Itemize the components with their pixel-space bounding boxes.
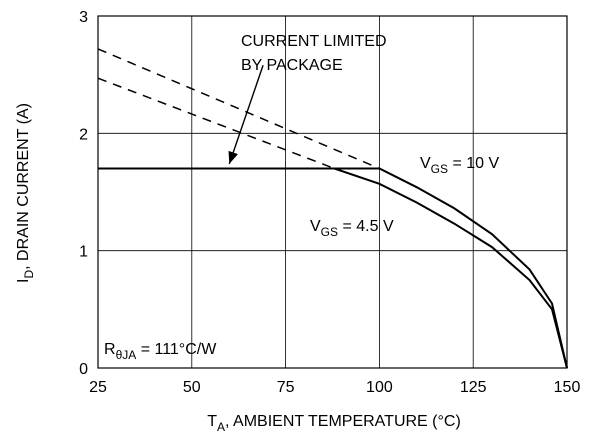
thermal-resistance-label: RθJA = 111°C/W [104,341,217,362]
package-limit-label-line2: BY PACKAGE [241,57,343,74]
dashed-extrapolation-line [97,48,380,170]
series-line [98,167,568,369]
series-label-vgs-4-5v: VGS = 4.5 V [310,218,394,239]
package-limit-label-line1: CURRENT LIMITED [241,33,387,50]
x-tick-label: 25 [89,379,107,396]
plot-frame [97,15,568,369]
y-tick-label: 0 [79,361,88,378]
x-axis-label: TA, AMBIENT TEMPERATURE (°C) [207,413,461,434]
x-tick-label: 75 [277,379,295,396]
dashed-extrapolation-line [97,77,335,170]
y-tick-label: 3 [79,9,88,26]
grid [98,16,567,368]
y-tick-label: 1 [79,244,88,261]
x-tick-label: 100 [366,379,393,396]
x-tick-labels: 25 50 75 100 125 150 [89,379,580,396]
series-line [98,167,568,369]
annotation-arrow-shaft [228,65,264,165]
x-tick-label: 150 [554,379,581,396]
series-label-vgs-10v: VGS = 10 V [420,155,499,176]
arrow-layer [228,65,264,165]
y-axis-label: ID, DRAIN CURRENT (A) [15,103,36,283]
annotation-arrow-head [228,150,238,164]
y-tick-label: 2 [79,126,88,143]
x-tick-label: 125 [460,379,487,396]
x-tick-label: 50 [183,379,201,396]
y-tick-labels: 0 1 2 3 [79,9,88,378]
series-layer [97,48,568,369]
